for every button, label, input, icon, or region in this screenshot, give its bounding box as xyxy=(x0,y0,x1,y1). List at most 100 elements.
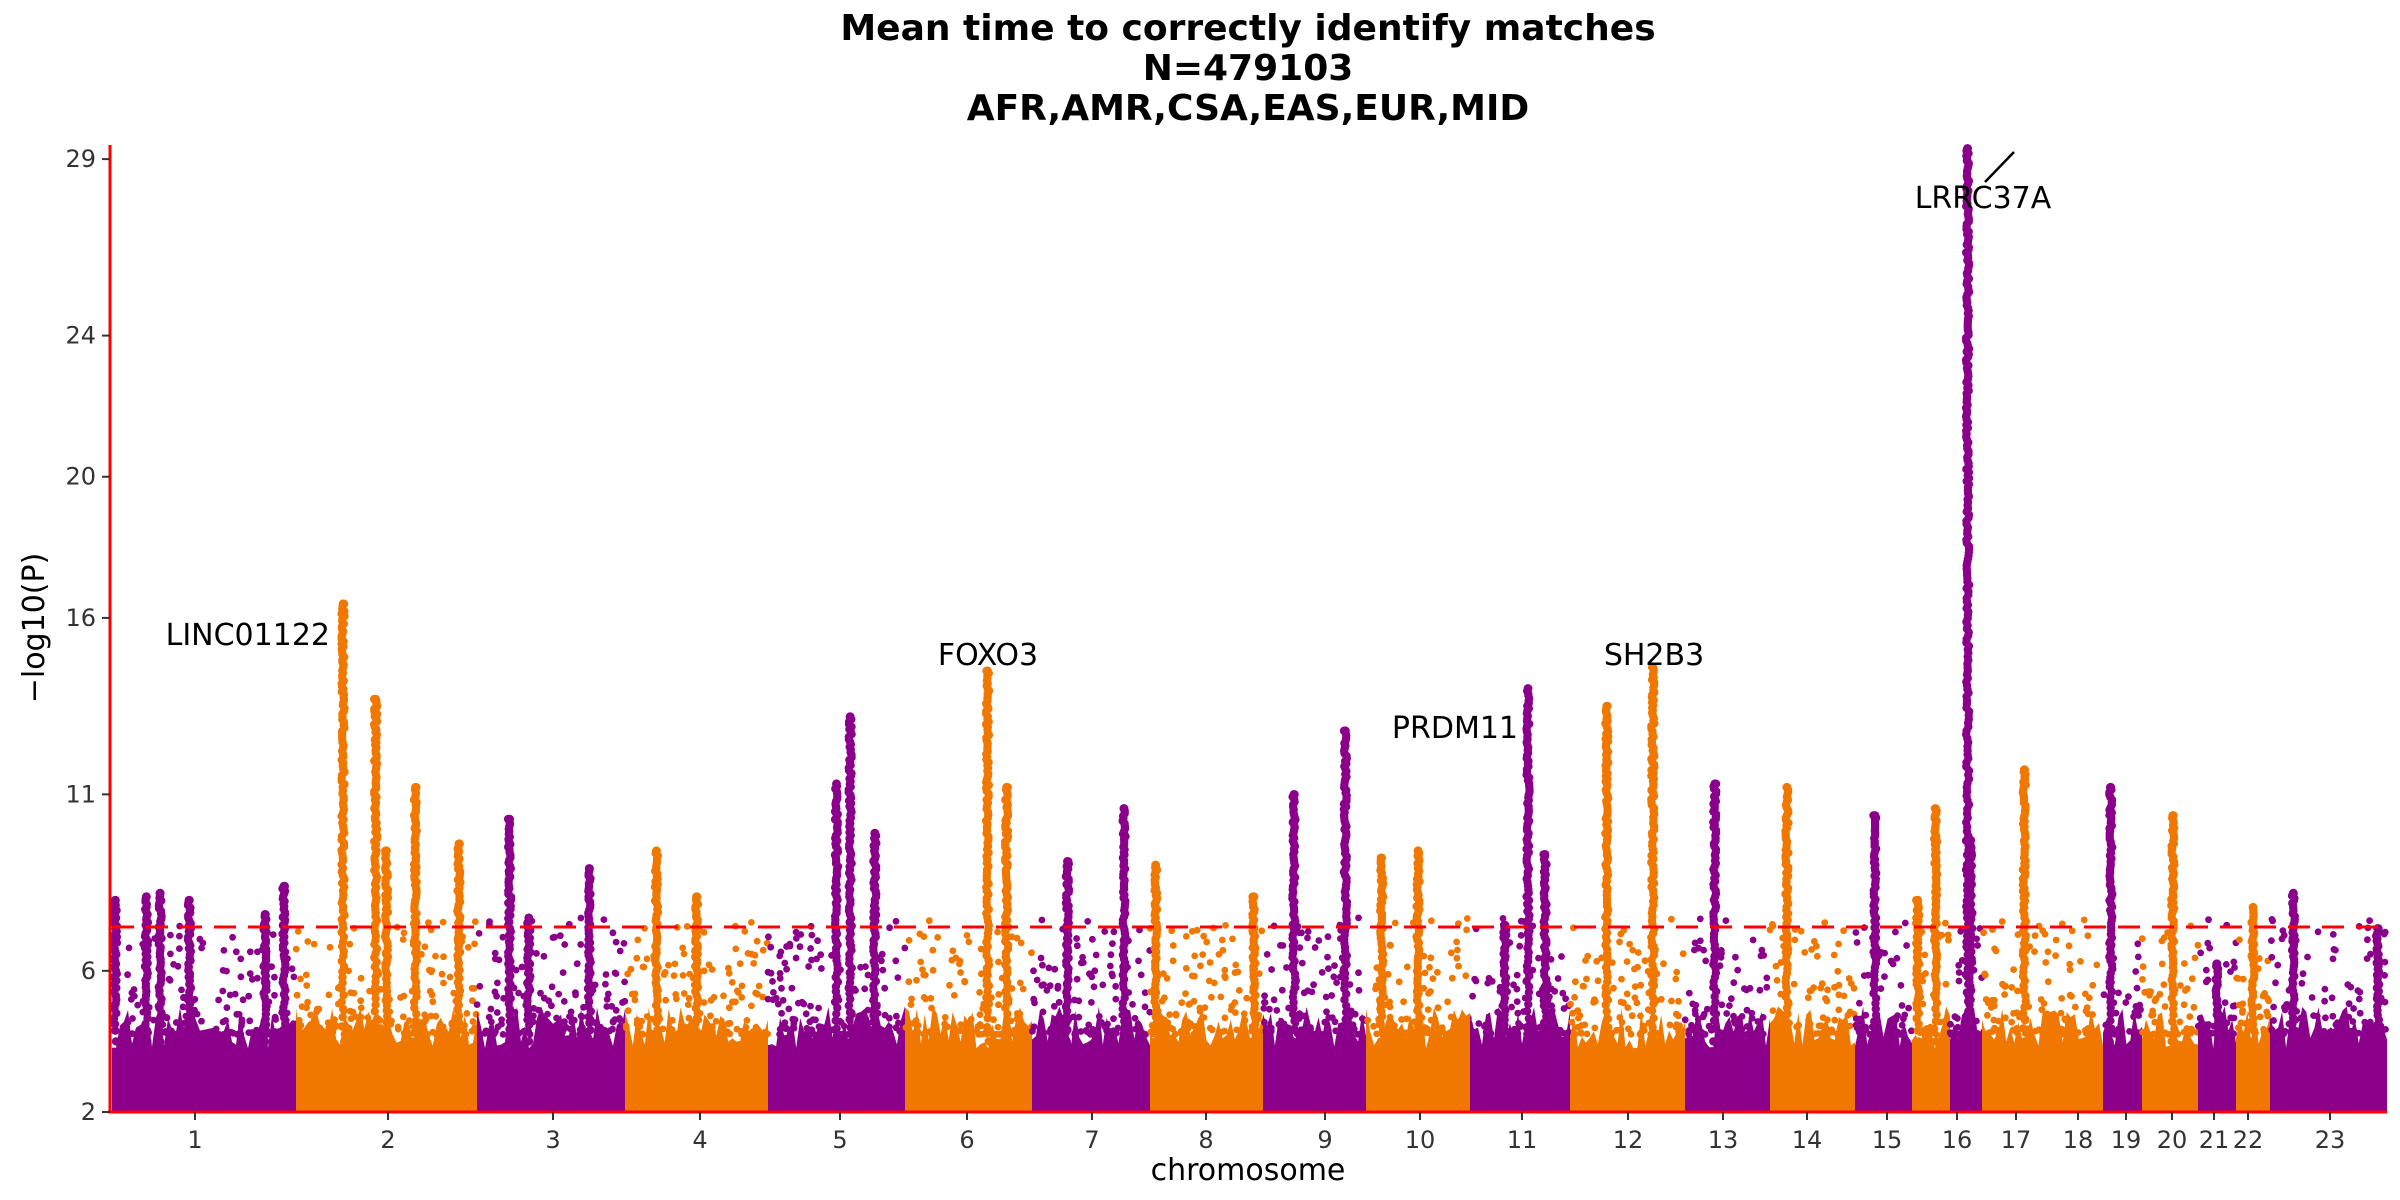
snp-point xyxy=(886,924,893,932)
snp-point xyxy=(2149,1011,2157,1019)
snp-peak-point xyxy=(1647,1037,1657,1046)
snp-point xyxy=(1668,915,1675,923)
snp-point xyxy=(1321,1018,1329,1026)
snp-point xyxy=(2139,976,2146,983)
snp-point xyxy=(1571,993,1578,1001)
snp-point xyxy=(548,983,556,991)
snp-point xyxy=(765,933,772,941)
snp-point xyxy=(743,1017,751,1024)
snp-point xyxy=(1138,1029,1146,1037)
snp-point xyxy=(512,1029,520,1037)
snp-point xyxy=(1743,1023,1751,1030)
snp-point xyxy=(432,952,439,960)
snp-point xyxy=(776,1025,784,1033)
snp-point xyxy=(1079,959,1087,966)
snp-peak-point xyxy=(454,1018,464,1027)
snp-point xyxy=(1486,1030,1494,1038)
snp-peak-point xyxy=(186,1037,196,1046)
snp-point xyxy=(2009,1026,2017,1034)
snp-point xyxy=(813,955,820,963)
snp-point xyxy=(602,971,610,978)
snp-point xyxy=(1514,1009,1522,1017)
snp-point xyxy=(129,1030,136,1038)
snp-point xyxy=(1355,914,1362,922)
snp-point xyxy=(548,1002,555,1010)
snp-point xyxy=(1808,946,1815,953)
snp-point xyxy=(2066,960,2074,968)
snp-point xyxy=(1853,939,1861,946)
snp-point xyxy=(167,950,174,958)
snp-point xyxy=(2080,916,2088,924)
snp-point xyxy=(671,960,679,968)
snp-point xyxy=(1806,1020,1814,1028)
snp-point xyxy=(892,957,900,965)
snp-point xyxy=(995,958,1002,966)
snp-point xyxy=(1795,1021,1802,1029)
snp-point xyxy=(600,916,608,923)
chromosome-17-points xyxy=(1946,144,1986,1112)
snp-point xyxy=(1984,1011,1991,1019)
snp-peak-point xyxy=(278,1026,288,1035)
snp-point xyxy=(1103,1027,1110,1035)
snp-point xyxy=(2070,1030,2078,1038)
chromosome-4-points xyxy=(622,846,771,1112)
snp-point xyxy=(1756,986,1764,994)
snp-point xyxy=(176,945,183,952)
snp-point xyxy=(732,945,740,953)
snp-point xyxy=(295,1029,303,1037)
snp-point xyxy=(1551,987,1559,995)
snp-point xyxy=(1696,915,1704,923)
snp-point xyxy=(628,990,636,998)
snp-point xyxy=(788,984,796,992)
snp-point xyxy=(803,1024,811,1032)
snp-point xyxy=(808,956,815,964)
snp-peak-point xyxy=(1414,1025,1423,1034)
snp-point xyxy=(1640,1027,1648,1034)
snp-point xyxy=(1606,1030,1614,1038)
snp-point xyxy=(1261,999,1268,1006)
snp-point xyxy=(878,950,886,958)
snp-point xyxy=(135,1029,143,1037)
snp-peak-top xyxy=(155,888,165,898)
snp-point xyxy=(1679,1027,1687,1034)
snp-point xyxy=(1355,969,1362,977)
snp-point xyxy=(643,1013,651,1020)
snp-point xyxy=(1333,979,1340,986)
snp-peak-top xyxy=(1931,804,1940,813)
snp-point xyxy=(1991,945,1998,953)
snp-point xyxy=(1730,1017,1738,1025)
snp-point xyxy=(814,937,821,945)
snp-peak-point xyxy=(1522,1023,1531,1032)
snp-peak-top xyxy=(454,839,464,849)
snp-point xyxy=(1481,1022,1488,1030)
snp-point xyxy=(481,1030,489,1037)
snp-peak-point xyxy=(1709,1037,1718,1046)
snp-peak-point xyxy=(2106,1009,2115,1019)
snp-peak-top xyxy=(505,814,514,824)
snp-point xyxy=(995,991,1003,998)
snp-point xyxy=(1038,981,1046,989)
snp-peak-point xyxy=(1541,1025,1550,1035)
snp-point xyxy=(781,959,789,967)
snp-point xyxy=(499,1031,507,1038)
snp-point xyxy=(1013,1015,1021,1023)
snp-point xyxy=(1182,990,1189,997)
snp-point xyxy=(1311,1030,1319,1038)
snp-point xyxy=(290,973,298,981)
snp-point xyxy=(1028,949,1035,957)
snp-point xyxy=(1922,970,1929,977)
snp-point xyxy=(1835,1006,1843,1014)
snp-peak-point xyxy=(1914,1037,1923,1046)
snp-point xyxy=(1623,990,1631,998)
snp-peak-point xyxy=(651,1037,660,1046)
snp-point xyxy=(1591,996,1598,1004)
snp-point xyxy=(225,1029,233,1037)
snp-point xyxy=(1141,1003,1149,1011)
snp-point xyxy=(486,918,493,926)
snp-peak-top xyxy=(1249,892,1259,902)
snp-point xyxy=(1043,987,1051,994)
snp-point xyxy=(248,975,256,983)
snp-point xyxy=(2230,958,2238,966)
chromosome-6-points xyxy=(902,666,1035,1112)
